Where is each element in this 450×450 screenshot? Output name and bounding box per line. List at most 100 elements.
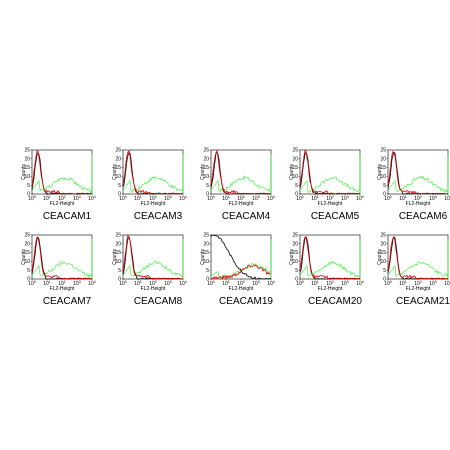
x-tick-label: 101 [311, 280, 319, 287]
y-axis-label: Counts [21, 164, 27, 180]
series-positive-line [387, 175, 449, 193]
y-tick-label: 5 [118, 183, 121, 189]
y-tick-label: 0 [295, 192, 298, 198]
histogram-plot: 0510152025100101102103104FL2-HeightCount… [377, 233, 450, 292]
x-tick-exponent: 3 [435, 195, 437, 199]
x-tick-exponent: 0 [302, 280, 304, 284]
x-tick-exponent: 1 [405, 280, 407, 284]
x-tick-exponent: 0 [125, 280, 127, 284]
y-tick-label: 0 [27, 192, 30, 198]
series-treated-line [122, 233, 184, 280]
x-tick-label: 104 [179, 195, 187, 202]
x-tick-label: 102 [414, 195, 422, 202]
series-treated-line [387, 237, 449, 280]
x-tick-exponent: 3 [170, 195, 172, 199]
y-tick-label: 0 [383, 277, 386, 283]
series-treated-line [210, 264, 272, 280]
x-tick-label: 101 [134, 280, 142, 287]
x-tick-label: 103 [73, 195, 81, 202]
x-tick-label: 103 [73, 280, 81, 287]
y-tick-label: 10 [292, 174, 298, 180]
y-axis-label: Counts [377, 249, 383, 265]
x-tick-label: 104 [88, 280, 96, 287]
y-tick-label: 25 [115, 148, 121, 154]
x-tick-label: 103 [341, 280, 349, 287]
x-tick-exponent: 2 [243, 195, 245, 199]
series-positive-line [210, 174, 272, 193]
x-tick-exponent: 4 [185, 195, 187, 199]
x-tick-label: 100 [207, 280, 215, 287]
x-tick-label: 101 [222, 195, 230, 202]
y-tick-label: 5 [27, 268, 30, 274]
y-axis-label: Counts [200, 249, 206, 265]
y-axis-label: Counts [200, 164, 206, 180]
y-tick-label: 15 [115, 165, 121, 171]
y-tick-label: 25 [380, 148, 386, 154]
x-tick-exponent: 4 [273, 195, 275, 199]
x-tick-label: 103 [341, 195, 349, 202]
x-tick-exponent: 4 [273, 280, 275, 284]
y-tick-label: 0 [118, 192, 121, 198]
y-tick-label: 5 [295, 268, 298, 274]
panel-title: CEACAM6 [398, 211, 448, 222]
x-tick-label: 103 [429, 280, 437, 287]
x-tick-label: 104 [356, 280, 364, 287]
panel-title: CEACAM8 [133, 296, 183, 307]
y-tick-label: 5 [118, 268, 121, 274]
y-axis-label: Counts [377, 164, 383, 180]
x-tick-exponent: 2 [332, 195, 334, 199]
x-tick-label: 100 [28, 195, 36, 202]
x-tick-label: 100 [207, 195, 215, 202]
x-tick-exponent: 4 [362, 195, 364, 199]
x-tick-exponent: 1 [140, 280, 142, 284]
y-tick-label: 10 [203, 174, 209, 180]
x-tick-exponent: 1 [140, 195, 142, 199]
y-tick-label: 20 [380, 156, 386, 162]
series-treated-line [387, 150, 449, 195]
series-treated-line [31, 236, 93, 280]
series-positive-line [31, 177, 93, 193]
x-tick-exponent: 2 [155, 195, 157, 199]
x-tick-exponent: 3 [79, 195, 81, 199]
x-tick-exponent: 1 [317, 195, 319, 199]
y-tick-label: 10 [115, 174, 121, 180]
x-tick-exponent: 3 [347, 280, 349, 284]
x-tick-label: 100 [296, 195, 304, 202]
y-tick-label: 25 [24, 148, 30, 154]
x-tick-exponent: 0 [125, 195, 127, 199]
x-tick-label: 101 [222, 280, 230, 287]
x-tick-exponent: 1 [228, 280, 230, 284]
y-tick-label: 15 [292, 165, 298, 171]
x-axis-label: FL2-Height [406, 201, 431, 207]
y-tick-label: 25 [292, 148, 298, 154]
x-axis-label: FL2-Height [318, 201, 343, 207]
y-tick-label: 5 [27, 183, 30, 189]
y-tick-label: 0 [383, 192, 386, 198]
x-axis-label: FL2-Height [141, 286, 166, 292]
x-tick-label: 104 [179, 280, 187, 287]
x-tick-label: 102 [149, 195, 157, 202]
y-tick-label: 5 [206, 183, 209, 189]
y-tick-label: 5 [383, 268, 386, 274]
x-axis-label: FL2-Height [406, 286, 431, 292]
x-tick-exponent: 3 [170, 280, 172, 284]
x-tick-exponent: 0 [213, 280, 215, 284]
x-tick-exponent: 2 [243, 280, 245, 284]
x-axis-label: FL2-Height [141, 201, 166, 207]
y-tick-label: 25 [203, 148, 209, 154]
y-tick-label: 25 [203, 233, 209, 239]
y-tick-label: 10 [292, 259, 298, 265]
x-tick-label: 100 [28, 280, 36, 287]
x-tick-label: 102 [58, 280, 66, 287]
x-tick-label: 101 [311, 195, 319, 202]
x-axis-label: FL2-Height [229, 201, 254, 207]
